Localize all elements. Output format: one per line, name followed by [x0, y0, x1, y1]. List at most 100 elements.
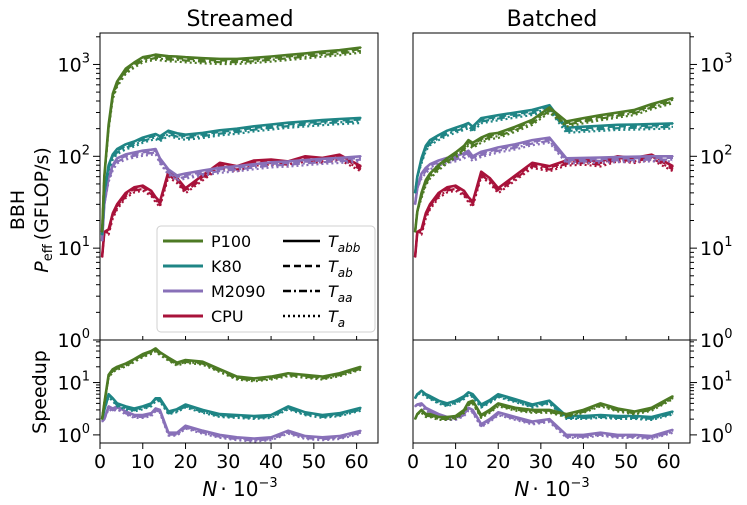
point-streamed-CPU: [133, 186, 136, 189]
point-batched-K80: [416, 175, 419, 178]
point-speedup-streamed-K80: [218, 413, 221, 415]
point-speedup-streamed-K80: [287, 405, 289, 408]
point-batched-P100: [582, 117, 585, 119]
point-streamed-K80: [338, 118, 341, 120]
point-batched-CPU: [548, 165, 551, 168]
legend-label-M2090: M2090: [211, 282, 266, 301]
point-speedup-streamed-M2090: [236, 436, 238, 439]
series-streamed-M2090-dashdot: [101, 151, 361, 241]
point-streamed-P100: [236, 58, 238, 60]
point-streamed-P100: [133, 61, 136, 64]
point-speedup-batched-P100: [488, 409, 491, 411]
point-speedup-streamed-M2090: [103, 418, 106, 420]
point-batched-P100: [565, 120, 568, 123]
point-streamed-CPU: [253, 159, 255, 162]
point-speedup-streamed-P100: [360, 365, 362, 368]
point-batched-M2090: [565, 157, 568, 160]
point-speedup-streamed-P100: [141, 353, 144, 355]
point-batched-M2090: [414, 203, 416, 206]
point-streamed-CPU: [116, 203, 118, 206]
ylabel-top-line2: Peff(GFLOP/s): [31, 147, 56, 273]
series-batched-CPU-dashdot: [414, 157, 674, 258]
point-speedup-batched-M2090: [416, 403, 419, 406]
point-speedup-streamed-K80: [201, 409, 204, 411]
xtick-label: 30: [529, 451, 553, 473]
point-speedup-batched-P100: [531, 409, 534, 411]
point-speedup-batched-P100: [424, 413, 427, 415]
point-streamed-K80: [150, 134, 153, 136]
series-speedup-streamed-K80-dotted: [101, 396, 362, 420]
point-speedup-batched-M2090: [650, 435, 653, 437]
point-speedup-streamed-M2090: [150, 412, 153, 414]
series-batched-K80-solid: [413, 103, 674, 194]
point-batched-M2090: [480, 150, 482, 153]
point-speedup-batched-K80: [463, 395, 465, 397]
point-speedup-batched-M2090: [488, 418, 491, 420]
point-speedup-batched-P100: [414, 418, 416, 420]
point-speedup-batched-M2090: [548, 418, 551, 420]
point-streamed-M2090: [176, 174, 178, 177]
point-streamed-K80: [133, 140, 136, 143]
point-speedup-batched-M2090: [437, 413, 440, 415]
point-batched-P100: [531, 118, 534, 121]
point-batched-P100: [467, 139, 470, 141]
point-speedup-streamed-M2090: [338, 435, 341, 437]
point-speedup-streamed-P100: [253, 377, 255, 380]
point-streamed-M2090: [154, 148, 157, 150]
point-batched-M2090: [672, 155, 674, 158]
point-speedup-streamed-P100: [103, 402, 106, 405]
point-speedup-streamed-K80: [360, 406, 362, 409]
point-streamed-K80: [141, 136, 144, 139]
point-speedup-streamed-M2090: [253, 437, 255, 440]
point-speedup-streamed-M2090: [159, 409, 161, 411]
point-batched-K80: [467, 122, 470, 124]
point-batched-CPU: [424, 212, 427, 215]
point-speedup-streamed-K80: [154, 397, 157, 400]
series-batched-CPU-solid: [413, 153, 674, 258]
point-batched-P100: [424, 179, 427, 181]
point-speedup-batched-P100: [497, 402, 500, 405]
point-speedup-batched-P100: [582, 409, 585, 411]
point-speedup-batched-M2090: [531, 420, 534, 423]
series-batched-K80-dashed: [414, 105, 674, 194]
legend-label-K80: K80: [211, 257, 242, 276]
legend-box: [156, 225, 376, 333]
point-speedup-batched-M2090: [497, 411, 500, 414]
point-streamed-M2090: [287, 160, 289, 163]
point-speedup-streamed-M2090: [107, 405, 110, 408]
point-batched-CPU: [467, 196, 470, 198]
point-batched-P100: [514, 125, 517, 128]
xtick-label: 10: [444, 451, 468, 473]
point-batched-K80: [488, 115, 491, 118]
point-batched-K80: [650, 123, 653, 125]
point-batched-K80: [548, 104, 551, 107]
point-speedup-streamed-M2090: [141, 414, 144, 416]
point-batched-M2090: [429, 163, 431, 166]
point-batched-P100: [480, 136, 482, 139]
point-streamed-K80: [236, 127, 238, 130]
ytick-label: 101: [58, 370, 90, 395]
point-speedup-batched-M2090: [582, 434, 585, 436]
point-streamed-CPU: [150, 190, 153, 192]
point-streamed-CPU: [218, 161, 221, 164]
point-streamed-P100: [154, 53, 157, 56]
point-batched-CPU: [446, 186, 448, 189]
point-speedup-streamed-P100: [154, 347, 157, 350]
point-speedup-batched-M2090: [471, 409, 474, 411]
point-streamed-K80: [107, 164, 110, 167]
title-batched: Batched: [507, 7, 598, 32]
point-batched-P100: [488, 133, 491, 135]
point-speedup-batched-K80: [429, 395, 431, 397]
point-speedup-batched-M2090: [616, 434, 619, 436]
point-batched-P100: [446, 157, 448, 160]
point-speedup-streamed-K80: [141, 405, 144, 408]
point-batched-M2090: [471, 155, 474, 158]
ylabel-top-line1: BBH: [7, 190, 29, 230]
point-streamed-CPU: [141, 184, 144, 187]
point-batched-M2090: [616, 156, 619, 158]
point-speedup-batched-M2090: [414, 405, 416, 408]
panel-frame-bBot: [412, 339, 691, 444]
point-streamed-P100: [150, 54, 153, 57]
point-speedup-streamed-K80: [338, 412, 341, 414]
